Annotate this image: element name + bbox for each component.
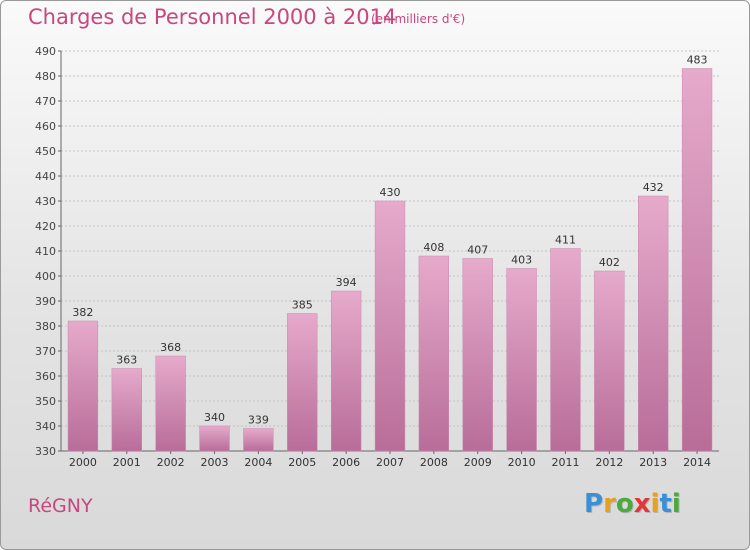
logo-letter: r (603, 489, 616, 519)
y-tick-label: 330 (35, 445, 56, 458)
bar (506, 268, 537, 452)
y-tick-label: 490 (35, 45, 56, 58)
y-tick-label: 440 (35, 170, 56, 183)
x-tick-label: 2011 (551, 456, 579, 469)
bar (67, 320, 99, 452)
data-label: 402 (599, 256, 620, 269)
bar (462, 258, 493, 452)
y-tick-label: 380 (35, 320, 56, 333)
y-tick-label: 450 (35, 145, 56, 158)
y-tick-label: 410 (35, 245, 56, 258)
y-tick-label: 340 (35, 420, 56, 433)
x-tick-label: 2013 (639, 456, 667, 469)
bar (111, 368, 142, 452)
bar (374, 200, 406, 452)
x-tick-label: 2001 (113, 456, 141, 469)
commune-name: RéGNY (28, 495, 93, 517)
logo-letter: P (584, 489, 604, 519)
data-label: 363 (116, 354, 137, 367)
x-tick-label: 2008 (420, 456, 448, 469)
bar (243, 428, 274, 452)
data-label: 483 (687, 54, 708, 67)
x-tick-label: 2005 (288, 456, 316, 469)
bar (594, 270, 625, 452)
logo-letter: t (659, 489, 672, 519)
data-label: 385 (292, 299, 313, 312)
x-tick-label: 2004 (244, 456, 272, 469)
data-label: 407 (467, 244, 488, 257)
data-label: 340 (204, 411, 225, 424)
data-label: 382 (72, 306, 93, 319)
data-label: 339 (248, 414, 269, 427)
bar (638, 195, 669, 452)
x-tick-label: 2006 (332, 456, 360, 469)
logo-letter: i (671, 489, 681, 519)
data-label: 408 (423, 241, 444, 254)
data-label: 411 (555, 234, 576, 247)
logo-letter: o (615, 489, 634, 519)
x-tick-labels: 2000 2001 2002 2003 2004 2005 2006 2007 2008 2009… (69, 456, 711, 469)
data-label: 368 (160, 341, 181, 354)
y-tick-label: 480 (35, 70, 56, 83)
bar (155, 355, 186, 452)
bar (681, 68, 713, 452)
y-tick-label: 370 (35, 345, 56, 358)
logo-letter: x (633, 489, 651, 519)
data-label: 403 (511, 254, 532, 267)
x-tick-label: 2007 (376, 456, 404, 469)
x-tick-label: 2010 (508, 456, 536, 469)
y-tick-label: 400 (35, 270, 56, 283)
x-tick-label: 2012 (595, 456, 623, 469)
y-tick-label: 350 (35, 395, 56, 408)
logo-letter: i (650, 489, 660, 519)
x-tick-label: 2009 (464, 456, 492, 469)
y-tick-labels: 330 340 350 360 370 380 390 400 410 420 430 440 450 4… (35, 45, 56, 458)
y-tick-label: 360 (35, 370, 56, 383)
y-tick-label: 470 (35, 95, 56, 108)
bar (330, 290, 362, 452)
x-tick-label: 2002 (157, 456, 185, 469)
proxiti-logo: Proxiti (584, 489, 681, 519)
bar (418, 255, 450, 452)
data-label: 432 (643, 181, 664, 194)
data-label: 394 (336, 276, 357, 289)
y-tick-label: 390 (35, 295, 56, 308)
bar (550, 248, 581, 452)
x-tick-label: 2000 (69, 456, 97, 469)
y-tick-label: 460 (35, 120, 56, 133)
data-label: 430 (380, 186, 401, 199)
x-tick-label: 2003 (201, 456, 229, 469)
x-tick-label: 2014 (683, 456, 711, 469)
bar (199, 425, 230, 452)
data-labels: 382 363 368 340 339 385 394 430 408 407 403 411 402 4… (72, 54, 707, 427)
y-tick-label: 420 (35, 220, 56, 233)
y-tick-label: 430 (35, 195, 56, 208)
bar (287, 313, 318, 452)
chart-subtitle: (en milliers d'€) (371, 12, 466, 26)
chart-title: Charges de Personnel 2000 à 2014 (28, 5, 397, 29)
bars (67, 68, 713, 452)
